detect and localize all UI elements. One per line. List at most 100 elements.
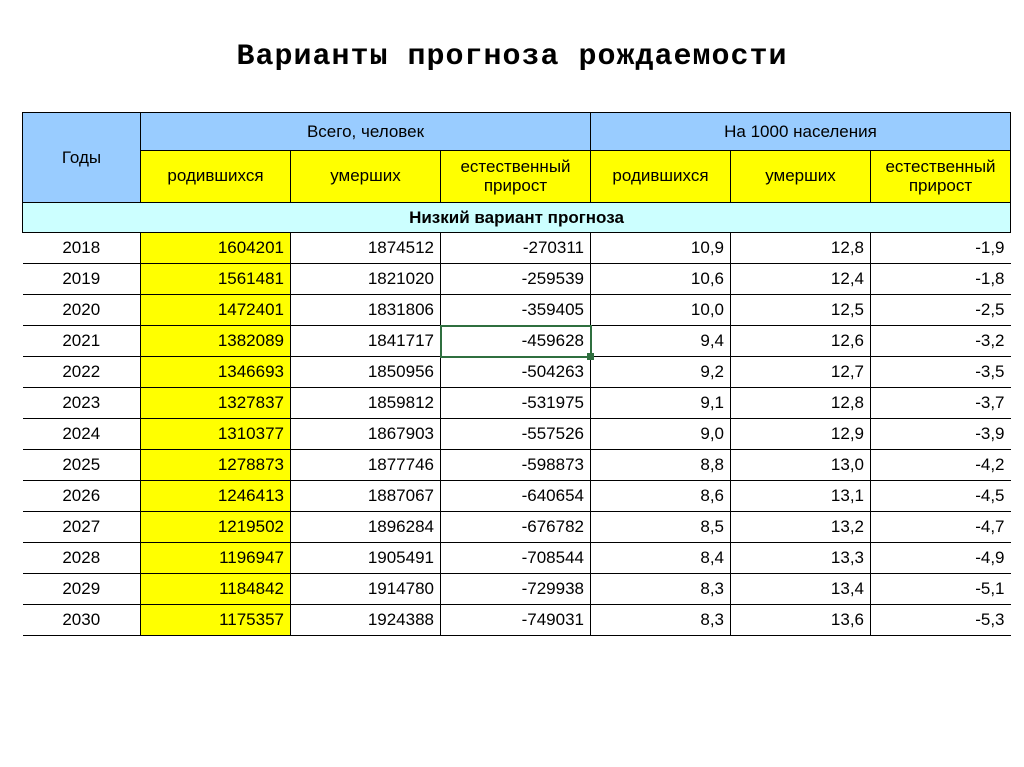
header-died-rate: умерших <box>731 151 871 203</box>
cell-born-rate[interactable]: 10,0 <box>591 295 731 326</box>
cell-year[interactable]: 2021 <box>23 326 141 357</box>
header-natural-growth-rate-l1: естественный <box>877 158 1004 177</box>
cell-natural-rate[interactable]: -3,9 <box>871 419 1011 450</box>
cell-died[interactable]: 1887067 <box>291 481 441 512</box>
cell-natural[interactable]: -459628 <box>441 326 591 357</box>
cell-born-rate[interactable]: 10,6 <box>591 264 731 295</box>
cell-born[interactable]: 1310377 <box>141 419 291 450</box>
cell-natural[interactable]: -708544 <box>441 543 591 574</box>
cell-born[interactable]: 1196947 <box>141 543 291 574</box>
table-row: 202512788731877746-5988738,813,0-4,2 <box>23 450 1011 481</box>
page-title: Варианты прогноза рождаемости <box>0 40 1024 74</box>
cell-born-rate[interactable]: 8,6 <box>591 481 731 512</box>
cell-year[interactable]: 2029 <box>23 574 141 605</box>
cell-died[interactable]: 1905491 <box>291 543 441 574</box>
cell-natural-rate[interactable]: -4,2 <box>871 450 1011 481</box>
cell-natural[interactable]: -640654 <box>441 481 591 512</box>
cell-died-rate[interactable]: 12,4 <box>731 264 871 295</box>
cell-born-rate[interactable]: 8,4 <box>591 543 731 574</box>
cell-natural-rate[interactable]: -4,7 <box>871 512 1011 543</box>
cell-died-rate[interactable]: 12,8 <box>731 233 871 264</box>
cell-died-rate[interactable]: 13,0 <box>731 450 871 481</box>
cell-born-rate[interactable]: 8,8 <box>591 450 731 481</box>
cell-natural[interactable]: -504263 <box>441 357 591 388</box>
cell-natural-rate[interactable]: -2,5 <box>871 295 1011 326</box>
cell-born[interactable]: 1382089 <box>141 326 291 357</box>
cell-born-rate[interactable]: 9,4 <box>591 326 731 357</box>
cell-born-rate[interactable]: 9,2 <box>591 357 731 388</box>
table-container: Годы Всего, человек На 1000 населения ро… <box>22 112 1010 636</box>
header-total-people: Всего, человек <box>141 113 591 151</box>
cell-born[interactable]: 1604201 <box>141 233 291 264</box>
cell-died-rate[interactable]: 13,6 <box>731 605 871 636</box>
cell-year[interactable]: 2022 <box>23 357 141 388</box>
cell-year[interactable]: 2028 <box>23 543 141 574</box>
cell-died-rate[interactable]: 12,8 <box>731 388 871 419</box>
cell-year[interactable]: 2023 <box>23 388 141 419</box>
cell-natural[interactable]: -270311 <box>441 233 591 264</box>
cell-born[interactable]: 1184842 <box>141 574 291 605</box>
cell-died-rate[interactable]: 13,1 <box>731 481 871 512</box>
cell-born-rate[interactable]: 9,1 <box>591 388 731 419</box>
cell-died[interactable]: 1841717 <box>291 326 441 357</box>
cell-natural-rate[interactable]: -1,8 <box>871 264 1011 295</box>
cell-year[interactable]: 2020 <box>23 295 141 326</box>
cell-died-rate[interactable]: 12,6 <box>731 326 871 357</box>
cell-died-rate[interactable]: 13,2 <box>731 512 871 543</box>
cell-natural[interactable]: -729938 <box>441 574 591 605</box>
table-row: 201816042011874512-27031110,912,8-1,9 <box>23 233 1011 264</box>
cell-born[interactable]: 1561481 <box>141 264 291 295</box>
cell-natural-rate[interactable]: -4,5 <box>871 481 1011 512</box>
cell-died[interactable]: 1924388 <box>291 605 441 636</box>
cell-year[interactable]: 2027 <box>23 512 141 543</box>
cell-year[interactable]: 2018 <box>23 233 141 264</box>
cell-natural-rate[interactable]: -3,2 <box>871 326 1011 357</box>
cell-born-rate[interactable]: 8,3 <box>591 605 731 636</box>
cell-died-rate[interactable]: 13,4 <box>731 574 871 605</box>
cell-year[interactable]: 2024 <box>23 419 141 450</box>
cell-natural[interactable]: -676782 <box>441 512 591 543</box>
cell-died[interactable]: 1877746 <box>291 450 441 481</box>
cell-born[interactable]: 1219502 <box>141 512 291 543</box>
cell-born-rate[interactable]: 8,5 <box>591 512 731 543</box>
cell-died[interactable]: 1874512 <box>291 233 441 264</box>
cell-died[interactable]: 1867903 <box>291 419 441 450</box>
cell-died[interactable]: 1859812 <box>291 388 441 419</box>
cell-natural[interactable]: -598873 <box>441 450 591 481</box>
cell-died[interactable]: 1896284 <box>291 512 441 543</box>
cell-born[interactable]: 1327837 <box>141 388 291 419</box>
cell-natural-rate[interactable]: -4,9 <box>871 543 1011 574</box>
cell-died[interactable]: 1914780 <box>291 574 441 605</box>
cell-died[interactable]: 1821020 <box>291 264 441 295</box>
cell-year[interactable]: 2019 <box>23 264 141 295</box>
cell-born[interactable]: 1175357 <box>141 605 291 636</box>
cell-born[interactable]: 1246413 <box>141 481 291 512</box>
cell-born[interactable]: 1472401 <box>141 295 291 326</box>
cell-died-rate[interactable]: 13,3 <box>731 543 871 574</box>
cell-died-rate[interactable]: 12,7 <box>731 357 871 388</box>
cell-year[interactable]: 2026 <box>23 481 141 512</box>
table-row: 202612464131887067-6406548,613,1-4,5 <box>23 481 1011 512</box>
cell-year[interactable]: 2025 <box>23 450 141 481</box>
cell-year[interactable]: 2030 <box>23 605 141 636</box>
cell-natural-rate[interactable]: -5,1 <box>871 574 1011 605</box>
cell-born-rate[interactable]: 10,9 <box>591 233 731 264</box>
cell-natural-rate[interactable]: -3,5 <box>871 357 1011 388</box>
cell-born[interactable]: 1278873 <box>141 450 291 481</box>
header-born: родившихся <box>141 151 291 203</box>
cell-died[interactable]: 1831806 <box>291 295 441 326</box>
cell-natural[interactable]: -259539 <box>441 264 591 295</box>
cell-natural[interactable]: -359405 <box>441 295 591 326</box>
cell-died[interactable]: 1850956 <box>291 357 441 388</box>
cell-born[interactable]: 1346693 <box>141 357 291 388</box>
cell-born-rate[interactable]: 9,0 <box>591 419 731 450</box>
cell-died-rate[interactable]: 12,9 <box>731 419 871 450</box>
cell-natural[interactable]: -557526 <box>441 419 591 450</box>
cell-natural-rate[interactable]: -1,9 <box>871 233 1011 264</box>
cell-natural[interactable]: -531975 <box>441 388 591 419</box>
cell-born-rate[interactable]: 8,3 <box>591 574 731 605</box>
cell-natural-rate[interactable]: -3,7 <box>871 388 1011 419</box>
cell-died-rate[interactable]: 12,5 <box>731 295 871 326</box>
cell-natural[interactable]: -749031 <box>441 605 591 636</box>
cell-natural-rate[interactable]: -5,3 <box>871 605 1011 636</box>
